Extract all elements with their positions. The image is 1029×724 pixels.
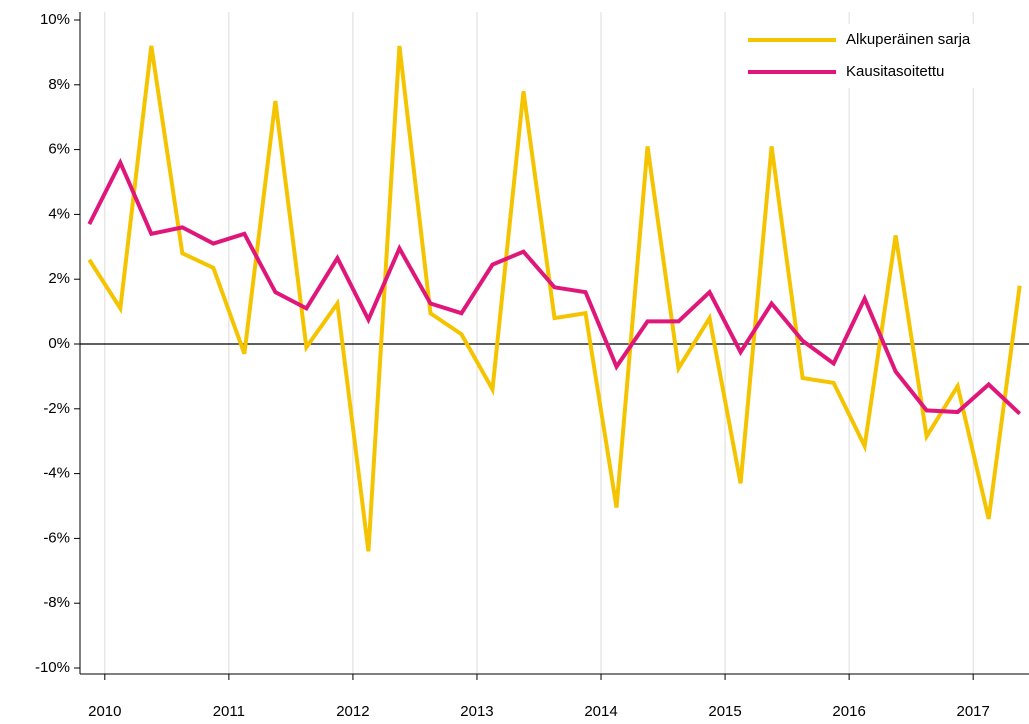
y-tick-label: -10%: [35, 659, 70, 676]
x-tick-label: 2012: [336, 703, 369, 720]
y-tick-label: -8%: [43, 594, 70, 611]
y-tick-label: 0%: [48, 335, 70, 352]
y-tick-label: 8%: [48, 76, 70, 93]
series-line: [87, 157, 1022, 416]
y-tick-label: -6%: [43, 529, 70, 546]
y-tick-label: 2%: [48, 270, 70, 287]
legend-box: [740, 24, 1029, 88]
x-tick-label: 2013: [460, 703, 493, 720]
legend-label: Kausitasoitettu: [846, 63, 944, 80]
series-line: [87, 45, 1022, 552]
y-tick-label: -4%: [43, 465, 70, 482]
x-tick-label: 2011: [213, 703, 245, 720]
x-tick-label: 2017: [956, 703, 989, 720]
y-tick-label: 4%: [48, 205, 70, 222]
x-tick-label: 2016: [832, 703, 865, 720]
x-tick-label: 2015: [708, 703, 741, 720]
x-tick-label: 2010: [88, 703, 121, 720]
y-tick-label: -2%: [43, 400, 70, 417]
legend: Alkuperäinen sarja Kausitasoitettu: [740, 24, 1029, 88]
legend-label: Alkuperäinen sarja: [846, 31, 971, 48]
y-tick-label: 10%: [40, 11, 70, 28]
x-tick-label: 2014: [584, 703, 617, 720]
y-tick-label: 6%: [48, 141, 70, 158]
